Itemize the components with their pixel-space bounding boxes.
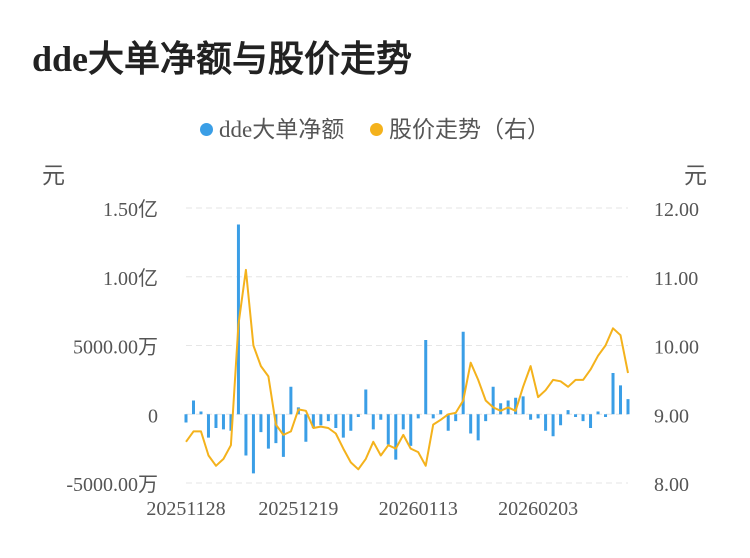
- x-tick-label: 20260113: [379, 498, 458, 520]
- dde-bar: [514, 397, 518, 415]
- dde-bar: [326, 414, 330, 422]
- dde-bar: [461, 331, 465, 415]
- dde-bar: [364, 389, 368, 415]
- y-left-tick-label: -5000.00万: [66, 474, 158, 496]
- left-axis-unit: 元: [42, 163, 65, 188]
- dde-bar: [251, 414, 255, 474]
- dde-bar: [574, 414, 578, 417]
- dde-bar: [529, 414, 533, 420]
- dde-bar: [356, 414, 360, 417]
- legend-dot-dde: [200, 123, 214, 137]
- dde-bar: [551, 414, 555, 437]
- dde-bar: [611, 373, 615, 415]
- dde-bar: [416, 414, 420, 419]
- y-left-tick-label: 0: [148, 405, 158, 427]
- dde-bar: [619, 385, 623, 415]
- dde-bar: [476, 414, 480, 441]
- dde-bar: [199, 411, 203, 415]
- x-tick-label: 20251128: [146, 498, 225, 520]
- dde-bar: [221, 414, 225, 430]
- dde-bar: [349, 414, 353, 431]
- dde-bar: [604, 414, 608, 417]
- y-right-tick-label: 8.00: [654, 474, 689, 496]
- y-right-tick-label: 9.00: [654, 405, 689, 427]
- x-tick-label: 20260203: [498, 498, 578, 520]
- dde-bar: [311, 414, 315, 428]
- price-line: [185, 268, 629, 471]
- dde-bar: [566, 410, 570, 415]
- dde-bar: [424, 340, 428, 415]
- dde-bar: [274, 414, 278, 444]
- dde-bar: [431, 414, 435, 419]
- y-right-tick-label: 11.00: [654, 268, 698, 290]
- dde-bar: [191, 400, 195, 415]
- dde-bar: [214, 414, 218, 428]
- dde-bar: [589, 414, 593, 428]
- dde-bar: [559, 414, 563, 426]
- legend-label-price: 股价走势（右）: [388, 117, 550, 142]
- dde-bar: [289, 386, 293, 415]
- legend-item-price[interactable]: 股价走势（右）: [369, 110, 550, 144]
- dde-bar: [454, 414, 458, 422]
- dde-bar: [544, 414, 548, 431]
- dde-bar: [266, 414, 270, 449]
- y-left-tick-label: 1.00亿: [103, 267, 158, 290]
- dde-bar: [244, 414, 248, 456]
- dde-bar: [469, 414, 473, 434]
- legend-item-dde[interactable]: dde大单净额: [200, 110, 344, 144]
- dde-bar: [319, 414, 323, 426]
- dde-bar: [379, 414, 383, 420]
- x-tick-label: 20251219: [258, 498, 338, 520]
- dde-bar: [596, 411, 600, 415]
- dde-bar: [341, 414, 345, 438]
- dde-bar: [229, 414, 233, 431]
- right-axis-unit: 元: [684, 163, 707, 188]
- y-left-tick-label: 1.50亿: [103, 198, 158, 221]
- legend-label-dde: dde大单净额: [219, 117, 345, 142]
- dde-bar: [184, 414, 188, 423]
- dde-bar: [536, 414, 540, 419]
- dde-bar: [491, 386, 495, 415]
- dde-bar: [401, 414, 405, 430]
- dde-bar: [446, 414, 450, 431]
- dde-bar: [386, 414, 390, 445]
- dde-bar: [206, 414, 210, 438]
- dde-bar: [394, 414, 398, 460]
- dde-bar: [439, 410, 443, 415]
- dde-bar: [626, 399, 630, 415]
- y-right-tick-label: 10.00: [654, 337, 699, 359]
- dde-bar: [484, 414, 488, 422]
- dde-bar: [371, 414, 375, 430]
- dde-bar: [409, 414, 413, 446]
- legend: dde大单净额 股价走势（右）: [0, 110, 750, 144]
- legend-dot-price: [369, 123, 383, 137]
- dde-bar: [581, 414, 585, 422]
- dde-bar: [334, 414, 338, 428]
- dde-bar: [259, 414, 263, 433]
- y-left-tick-label: 5000.00万: [73, 337, 158, 359]
- dde-bar: [304, 414, 308, 442]
- dde-bar: [499, 403, 503, 415]
- dde-bar: [521, 396, 525, 415]
- chart-title: dde大单净额与股价走势: [32, 39, 413, 79]
- y-right-tick-label: 12.00: [654, 199, 699, 221]
